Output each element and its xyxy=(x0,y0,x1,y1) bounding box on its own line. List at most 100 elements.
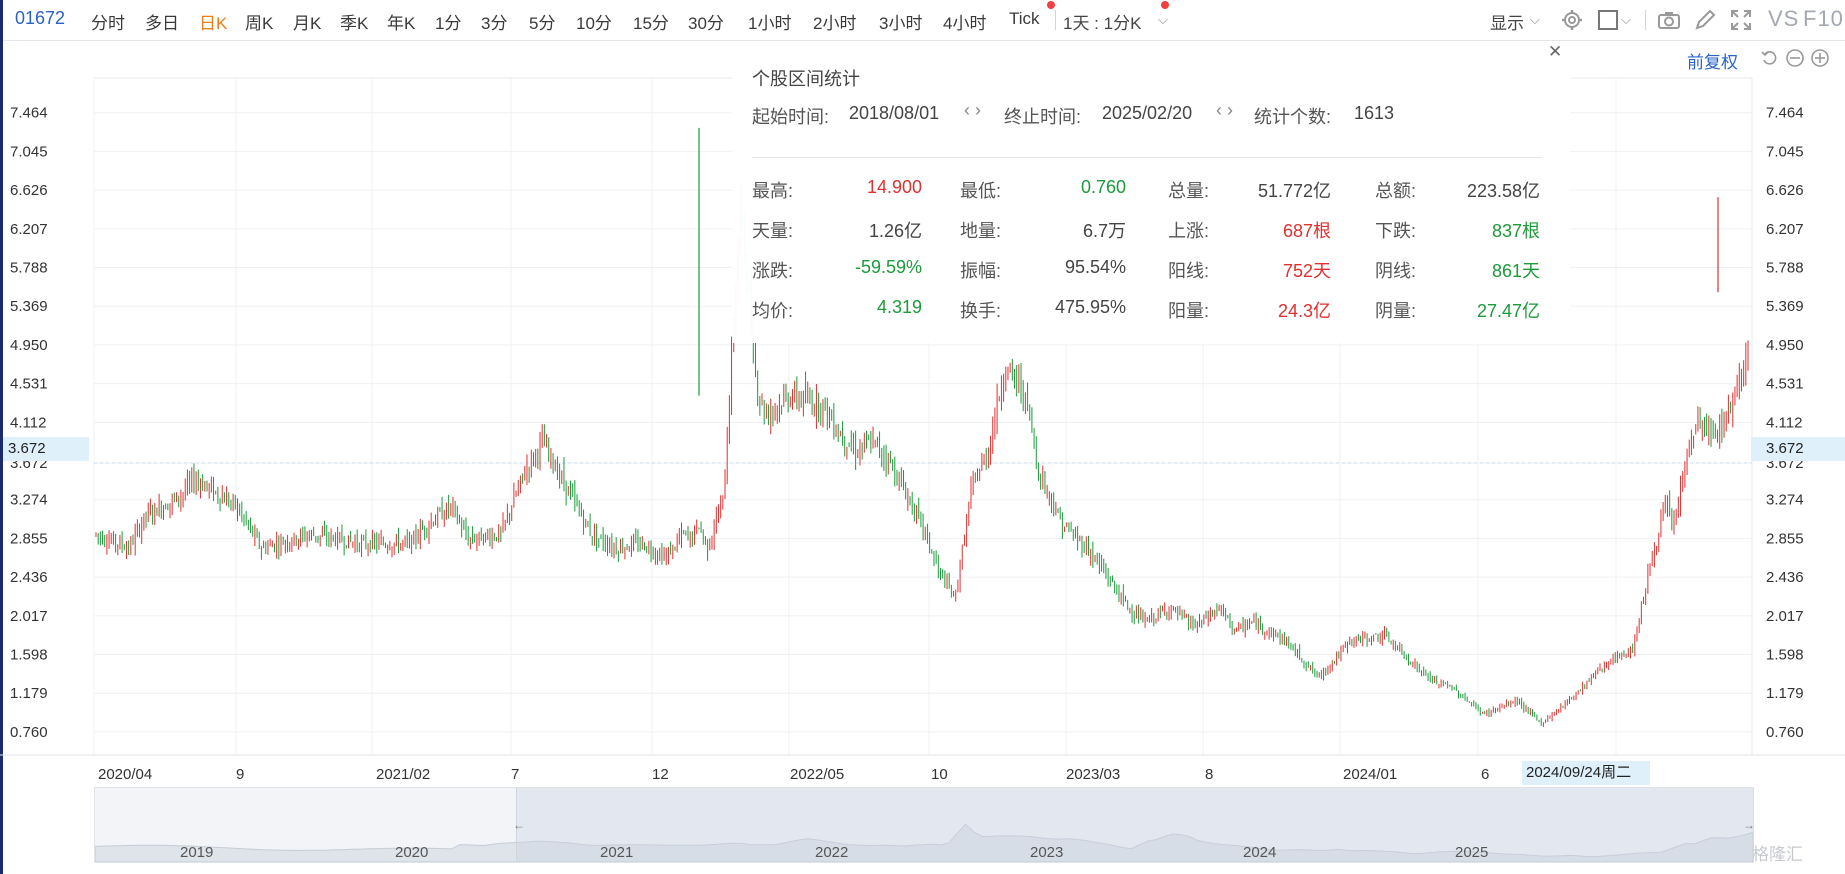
period-tab[interactable]: 5分 xyxy=(529,14,556,33)
period-tab[interactable]: 4小时 xyxy=(943,14,987,33)
stat-label: 振幅: xyxy=(960,261,1002,281)
y-tick-right: 6.207 xyxy=(1766,221,1804,238)
camera-icon[interactable] xyxy=(1657,8,1681,32)
y-tick-right: 4.112 xyxy=(1766,414,1802,431)
pencil-icon[interactable] xyxy=(1693,8,1717,32)
period-tab[interactable]: Tick xyxy=(1009,9,1040,28)
period-tab[interactable]: 日K xyxy=(199,14,228,33)
period-tab[interactable]: 季K xyxy=(340,14,369,33)
period-tab[interactable]: 3小时 xyxy=(879,14,923,33)
stat-value: 14.900 xyxy=(866,177,922,197)
navigator-overview-area xyxy=(95,823,1753,862)
y-tick-left: 4.112 xyxy=(10,414,46,431)
period-tab[interactable]: 3分 xyxy=(481,14,508,33)
y-axis-right: 7.464 7.045 6.626 6.207 5.788 5.369 4.950 4.531… xyxy=(1766,105,1804,741)
y-tick-right: 4.531 xyxy=(1766,376,1804,393)
stock-code[interactable]: 01672 xyxy=(15,8,66,28)
close-icon[interactable]: ✕ xyxy=(1548,42,1563,61)
zoom-out-icon[interactable] xyxy=(1785,48,1805,68)
stat-label: 阳量: xyxy=(1168,301,1210,321)
notification-dot xyxy=(1161,1,1169,9)
period-tab[interactable]: 多日 xyxy=(145,14,179,33)
stat-value: 95.54% xyxy=(1064,257,1126,277)
y-tick-left: 7.045 xyxy=(10,143,48,160)
period-tab[interactable]: 周K xyxy=(245,14,274,33)
x-tick-label: 10 xyxy=(931,766,948,783)
vs-button[interactable]: VS xyxy=(1768,6,1800,31)
x-tick-label: 6 xyxy=(1481,766,1489,783)
watermark-logo: 格隆汇 xyxy=(1752,845,1803,864)
fullscreen-icon[interactable] xyxy=(1729,8,1753,32)
crosshair-price-right: 3.672 xyxy=(1751,437,1845,461)
gear-icon[interactable] xyxy=(1560,8,1584,32)
y-tick-left: 2.855 xyxy=(10,530,48,547)
f10-button[interactable]: F10 xyxy=(1803,6,1844,31)
navigator-year-label: 2024 xyxy=(1243,844,1277,861)
stat-label: 阳线: xyxy=(1168,261,1210,281)
range-navigator[interactable]: ← → 2019 2020 2021 2022 2023 2024 2025 xyxy=(94,787,1755,863)
period-tab[interactable]: 1分 xyxy=(435,14,462,33)
stat-label: 均价: xyxy=(752,301,794,321)
y-tick-right: 1.598 xyxy=(1766,647,1804,664)
period-tab[interactable]: 30分 xyxy=(688,14,724,33)
stats-title: 个股区间统计 xyxy=(752,69,860,89)
navigator-window[interactable] xyxy=(516,788,1754,862)
period-tab[interactable]: 月K xyxy=(293,14,322,33)
stat-value: 51.772亿 xyxy=(1257,181,1331,201)
x-tick-label: 7 xyxy=(511,766,519,783)
y-tick-left: 3.274 xyxy=(10,492,48,509)
y-tick-left: 1.179 xyxy=(10,685,48,702)
stat-value: 475.95% xyxy=(1054,297,1126,317)
navigator-right-handle-icon[interactable]: → xyxy=(1743,818,1755,832)
stat-value: 752天 xyxy=(1282,261,1331,281)
y-tick-left: 4.531 xyxy=(10,376,48,393)
chevron-down-icon[interactable]: ⌵ xyxy=(1621,12,1631,27)
navigator-year-label: 2022 xyxy=(815,844,849,861)
y-tick-right: 7.045 xyxy=(1766,143,1804,160)
stat-value: -59.59% xyxy=(854,257,922,277)
x-tick-label: 12 xyxy=(652,766,669,783)
reset-icon[interactable] xyxy=(1760,48,1780,68)
end-label: 终止时间: xyxy=(1004,107,1082,127)
cycle-select[interactable]: 1天 : 1分K xyxy=(1063,14,1142,33)
y-tick-left: 6.626 xyxy=(10,182,48,199)
chevron-down-icon[interactable]: ⌵ xyxy=(1530,12,1540,27)
stat-label: 上涨: xyxy=(1168,221,1210,241)
stat-value: 27.47亿 xyxy=(1476,301,1540,321)
stat-value: 861天 xyxy=(1491,261,1540,281)
stat-value: 223.58亿 xyxy=(1466,181,1540,201)
zoom-in-icon[interactable] xyxy=(1810,48,1830,68)
y-tick-right: 0.760 xyxy=(1766,724,1804,741)
period-tab[interactable]: 15分 xyxy=(633,14,669,33)
end-date[interactable]: 2025/02/20 xyxy=(1102,103,1193,123)
y-tick-left: 2.436 xyxy=(10,569,48,586)
navigator-left-handle-icon[interactable]: ← xyxy=(513,818,525,832)
start-date[interactable]: 2018/08/01 xyxy=(849,103,940,123)
price-adjust-button[interactable]: 前复权 xyxy=(1687,53,1738,72)
x-tick-label: 2021/02 xyxy=(376,766,430,783)
square-layout-icon[interactable] xyxy=(1596,8,1620,32)
period-tab[interactable]: 10分 xyxy=(576,14,612,33)
candlestick-series xyxy=(95,127,1749,727)
x-tick-label: 8 xyxy=(1205,766,1213,783)
stat-label: 涨跌: xyxy=(752,261,794,281)
end-date-arrows-icon[interactable]: ‹ › xyxy=(1216,100,1233,120)
y-tick-right: 3.274 xyxy=(1766,492,1804,509)
start-date-arrows-icon[interactable]: ‹ › xyxy=(964,100,981,120)
y-tick-left: 7.464 xyxy=(10,105,48,122)
period-tab[interactable]: 1小时 xyxy=(748,14,792,33)
display-dropdown[interactable]: 显示 xyxy=(1490,14,1524,33)
notification-dot xyxy=(1047,1,1055,9)
period-toolbar: 01672 分时 多日 日K 周K 月K 季K 年K 1分 3分 5分 10分 15分 30分 1小时 2小… xyxy=(3,0,1845,41)
y-tick-right: 2.436 xyxy=(1766,569,1804,586)
y-tick-right: 1.179 xyxy=(1766,685,1804,702)
period-tab[interactable]: 分时 xyxy=(91,14,125,33)
stat-label: 换手: xyxy=(960,301,1002,321)
chevron-down-icon[interactable]: ⌵ xyxy=(1158,12,1168,27)
y-tick-right: 4.950 xyxy=(1766,337,1804,354)
period-tab[interactable]: 年K xyxy=(387,14,416,33)
period-tab[interactable]: 2小时 xyxy=(813,14,857,33)
stat-value: 1.26亿 xyxy=(868,221,922,241)
stat-value: 0.760 xyxy=(1080,177,1126,197)
stat-label: 总量: xyxy=(1168,181,1210,201)
